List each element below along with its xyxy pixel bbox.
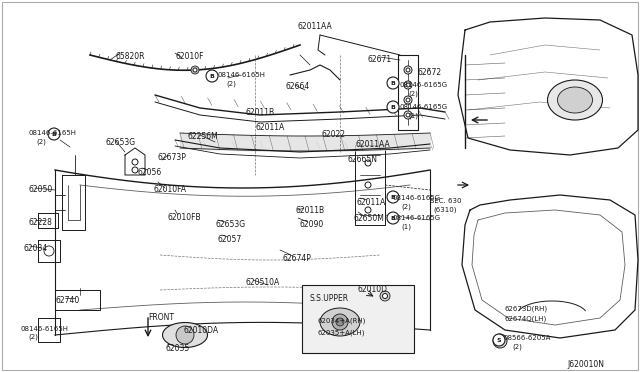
Ellipse shape bbox=[163, 323, 207, 347]
Circle shape bbox=[191, 66, 199, 74]
Circle shape bbox=[493, 334, 505, 346]
Ellipse shape bbox=[547, 80, 602, 120]
Text: 62010FA: 62010FA bbox=[153, 185, 186, 194]
Circle shape bbox=[48, 128, 60, 140]
Text: 62034: 62034 bbox=[23, 244, 47, 253]
Text: FRONT: FRONT bbox=[148, 313, 174, 322]
Text: 62034+A(RH): 62034+A(RH) bbox=[318, 318, 366, 324]
Circle shape bbox=[336, 318, 344, 326]
Text: 08146-6165G: 08146-6165G bbox=[400, 104, 448, 110]
Circle shape bbox=[406, 113, 410, 117]
Text: (6310): (6310) bbox=[433, 206, 456, 212]
Circle shape bbox=[493, 334, 507, 348]
Circle shape bbox=[206, 70, 218, 82]
Circle shape bbox=[193, 68, 197, 72]
Circle shape bbox=[332, 314, 348, 330]
Text: B: B bbox=[390, 80, 396, 86]
Circle shape bbox=[176, 326, 194, 344]
Text: 08146-6165H: 08146-6165H bbox=[218, 72, 266, 78]
Text: (2): (2) bbox=[512, 343, 522, 350]
Ellipse shape bbox=[557, 87, 593, 113]
Text: S.S.UPPER: S.S.UPPER bbox=[310, 294, 349, 303]
Text: B: B bbox=[52, 131, 56, 137]
Text: 62650M: 62650M bbox=[354, 214, 385, 223]
Circle shape bbox=[387, 212, 399, 224]
Text: 62011B: 62011B bbox=[246, 108, 275, 117]
Text: B: B bbox=[390, 215, 396, 221]
Circle shape bbox=[406, 68, 410, 72]
Circle shape bbox=[496, 337, 504, 345]
Circle shape bbox=[404, 96, 412, 104]
Text: B: B bbox=[209, 74, 214, 78]
Text: 08146-6165H: 08146-6165H bbox=[20, 326, 68, 332]
Text: 62673D(RH): 62673D(RH) bbox=[505, 305, 548, 311]
Text: 62011AA: 62011AA bbox=[356, 140, 391, 149]
Text: (2): (2) bbox=[226, 80, 236, 87]
Text: 62022: 62022 bbox=[322, 130, 346, 139]
Text: 65820R: 65820R bbox=[115, 52, 145, 61]
Text: 620510A: 620510A bbox=[245, 278, 279, 287]
Text: 62740: 62740 bbox=[55, 296, 79, 305]
Text: 62228: 62228 bbox=[28, 218, 52, 227]
Text: 08146-6165G: 08146-6165G bbox=[393, 215, 441, 221]
Circle shape bbox=[365, 182, 371, 188]
Text: 62011A: 62011A bbox=[255, 123, 284, 132]
Circle shape bbox=[404, 66, 412, 74]
Text: 62010FB: 62010FB bbox=[168, 213, 202, 222]
Text: 08146-6165H: 08146-6165H bbox=[28, 130, 76, 136]
Text: (1): (1) bbox=[408, 112, 418, 119]
Circle shape bbox=[406, 98, 410, 102]
Text: SEC. 630: SEC. 630 bbox=[430, 198, 461, 204]
Text: 62011B: 62011B bbox=[296, 206, 325, 215]
Circle shape bbox=[132, 167, 138, 173]
Circle shape bbox=[404, 111, 412, 119]
Text: 08146-6165G: 08146-6165G bbox=[393, 195, 441, 201]
Text: J620010N: J620010N bbox=[567, 360, 604, 369]
Circle shape bbox=[365, 160, 371, 166]
Text: (2): (2) bbox=[28, 334, 38, 340]
Ellipse shape bbox=[320, 308, 360, 336]
Circle shape bbox=[380, 291, 390, 301]
Text: 62672: 62672 bbox=[418, 68, 442, 77]
Text: 62653G: 62653G bbox=[105, 138, 135, 147]
Circle shape bbox=[132, 159, 138, 165]
Text: (2): (2) bbox=[408, 90, 418, 96]
Circle shape bbox=[365, 207, 371, 213]
Text: 62673P: 62673P bbox=[158, 153, 187, 162]
Text: 62035: 62035 bbox=[165, 344, 189, 353]
Text: 62674Q(LH): 62674Q(LH) bbox=[505, 315, 547, 321]
Text: 62011A: 62011A bbox=[357, 198, 387, 207]
Text: 62671: 62671 bbox=[368, 55, 392, 64]
Text: 62665N: 62665N bbox=[348, 155, 378, 164]
Text: 62664: 62664 bbox=[286, 82, 310, 91]
Text: 62057: 62057 bbox=[218, 235, 243, 244]
Circle shape bbox=[44, 246, 54, 256]
Circle shape bbox=[387, 191, 399, 203]
Circle shape bbox=[406, 83, 410, 87]
Text: B: B bbox=[390, 105, 396, 109]
Circle shape bbox=[387, 101, 399, 113]
Text: 62010F: 62010F bbox=[175, 52, 204, 61]
Text: B: B bbox=[390, 195, 396, 199]
Text: 62035+A(LH): 62035+A(LH) bbox=[318, 330, 365, 337]
Text: 62653G: 62653G bbox=[215, 220, 245, 229]
Text: (2): (2) bbox=[36, 138, 46, 144]
Text: (1): (1) bbox=[401, 223, 411, 230]
Circle shape bbox=[383, 294, 387, 298]
Text: 62674P: 62674P bbox=[283, 254, 312, 263]
Text: 62056: 62056 bbox=[138, 168, 163, 177]
Text: 62010DA: 62010DA bbox=[183, 326, 218, 335]
Text: (2): (2) bbox=[401, 203, 411, 209]
Text: 62010D: 62010D bbox=[358, 285, 388, 294]
Circle shape bbox=[387, 77, 399, 89]
Text: 62050: 62050 bbox=[28, 185, 52, 194]
Text: 62011AA: 62011AA bbox=[298, 22, 333, 31]
Text: S: S bbox=[497, 337, 501, 343]
Bar bbox=[302, 285, 414, 353]
Circle shape bbox=[404, 81, 412, 89]
Text: 62090: 62090 bbox=[300, 220, 324, 229]
Text: 08146-6165G: 08146-6165G bbox=[400, 82, 448, 88]
Text: 62256M: 62256M bbox=[188, 132, 219, 141]
Text: 08566-6205A: 08566-6205A bbox=[504, 335, 552, 341]
